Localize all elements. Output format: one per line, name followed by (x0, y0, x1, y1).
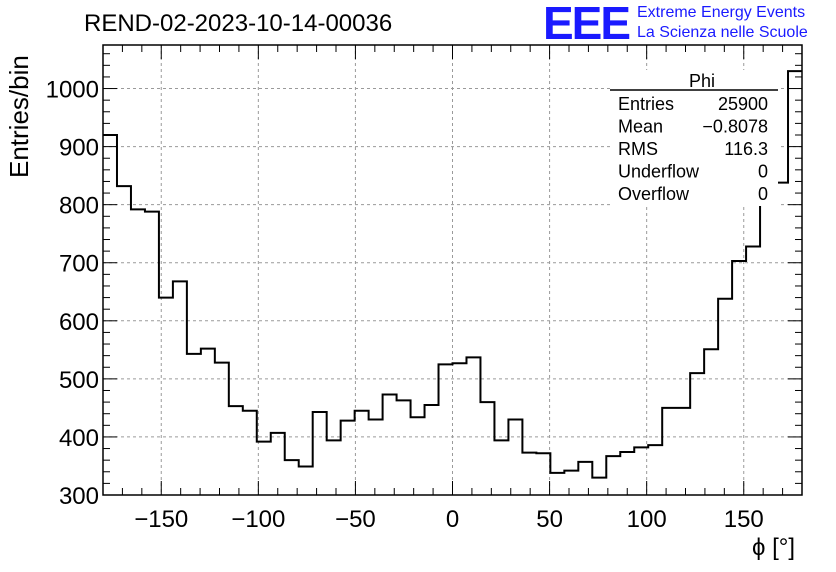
plot-frame (102, 44, 803, 496)
y-tick-label: 900 (59, 135, 99, 162)
y-tick-label: 500 (59, 367, 99, 394)
y-tick-label: 1000 (46, 77, 99, 104)
y-tick-label: 600 (59, 309, 99, 336)
run-title: REND-02-2023-10-14-00036 (84, 10, 393, 37)
stats-box (610, 70, 778, 206)
stats-row-value: 0 (758, 162, 768, 182)
x-tick-label: 50 (536, 506, 563, 533)
stats-row-value: −0.8078 (702, 117, 768, 137)
stats-row-label: Mean (618, 117, 663, 137)
stats-row-value: 116.3 (724, 139, 768, 159)
stats-row-value: 0 (758, 184, 768, 204)
x-tick-label: −150 (134, 506, 188, 533)
x-tick-label: −100 (231, 506, 285, 533)
stats-row-label: Entries (618, 94, 674, 114)
y-tick-label: 300 (59, 483, 99, 510)
stats-box-name: Phi (689, 71, 715, 91)
y-tick-label: 800 (59, 193, 99, 220)
y-tick-label: 400 (59, 425, 99, 452)
logo-line-1: Extreme Energy Events (637, 4, 806, 21)
stats-row-label: Overflow (618, 184, 690, 204)
x-axis-label: ϕ [°] (752, 534, 796, 561)
x-tick-label: 100 (627, 506, 667, 533)
histogram-line (103, 70, 802, 479)
stats-row-label: Underflow (618, 162, 700, 182)
stats-row-value: 25900 (718, 94, 768, 114)
logo-line-2: La Scienza nelle Scuole (637, 24, 808, 41)
y-tick-label: 700 (59, 251, 99, 278)
stats-row-label: RMS (618, 139, 658, 159)
y-axis-label: Entries/bin (4, 55, 34, 178)
x-tick-label: −50 (335, 506, 376, 533)
x-tick-label: 150 (724, 506, 764, 533)
eee-logo: EEE (543, 0, 631, 49)
x-tick-label: 0 (446, 506, 459, 533)
